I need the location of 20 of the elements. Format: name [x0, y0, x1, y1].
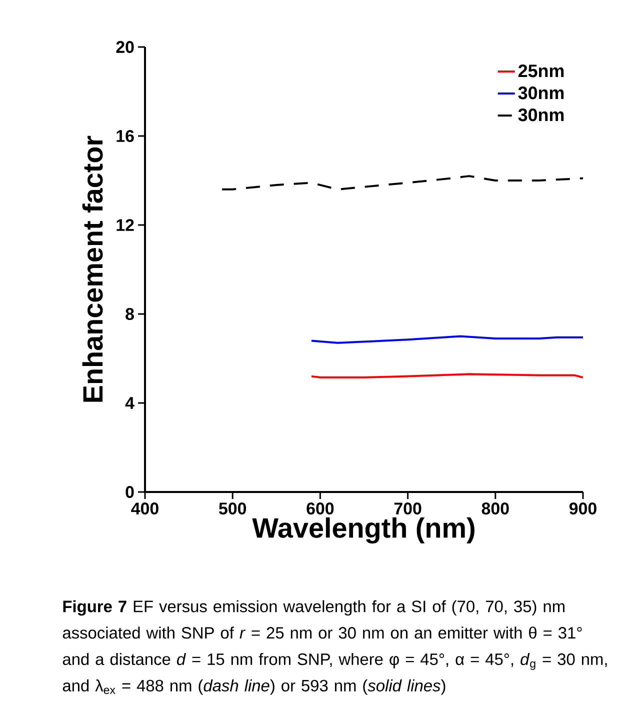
legend-label: 30nm [518, 108, 564, 122]
line-series [310, 335, 583, 344]
x-tick-label: 700 [394, 502, 422, 515]
x-tick-label: 800 [482, 502, 509, 515]
legend-label: 25nm [518, 64, 564, 78]
y-axis-title: Enhancement factor [82, 136, 103, 402]
y-tick-label: 20 [116, 41, 134, 54]
y-tick-label: 16 [116, 130, 134, 142]
x-axis-title: Wavelength (nm) [252, 517, 474, 544]
x-tick-label: 400 [131, 502, 158, 515]
legend-label: 30nm [518, 86, 564, 100]
y-tick-label: 4 [125, 397, 134, 409]
y-tick-label: 0 [126, 486, 134, 498]
x-tick-label: 900 [569, 502, 596, 515]
y-tick-label: 12 [116, 219, 134, 231]
x-tick-label: 600 [306, 502, 334, 515]
text: Figure 7 EF versus emission wavelength for a SI of (70, 70, 35) nm associated with SNP of r = 25 nm or 30 nm on an emitter with θ = 31° and a distance d = 15 nm from SNP, where φ = 45°, α = 45°, d$_{g}$ = 30 nm, and λ$_{ex}$ = 488 nm (dash line) or 593 nm (solid lines) [62, 600, 607, 695]
line-series [221, 175, 583, 190]
y-tick-label: 8 [126, 308, 134, 320]
x-tick-label: 500 [218, 502, 246, 515]
